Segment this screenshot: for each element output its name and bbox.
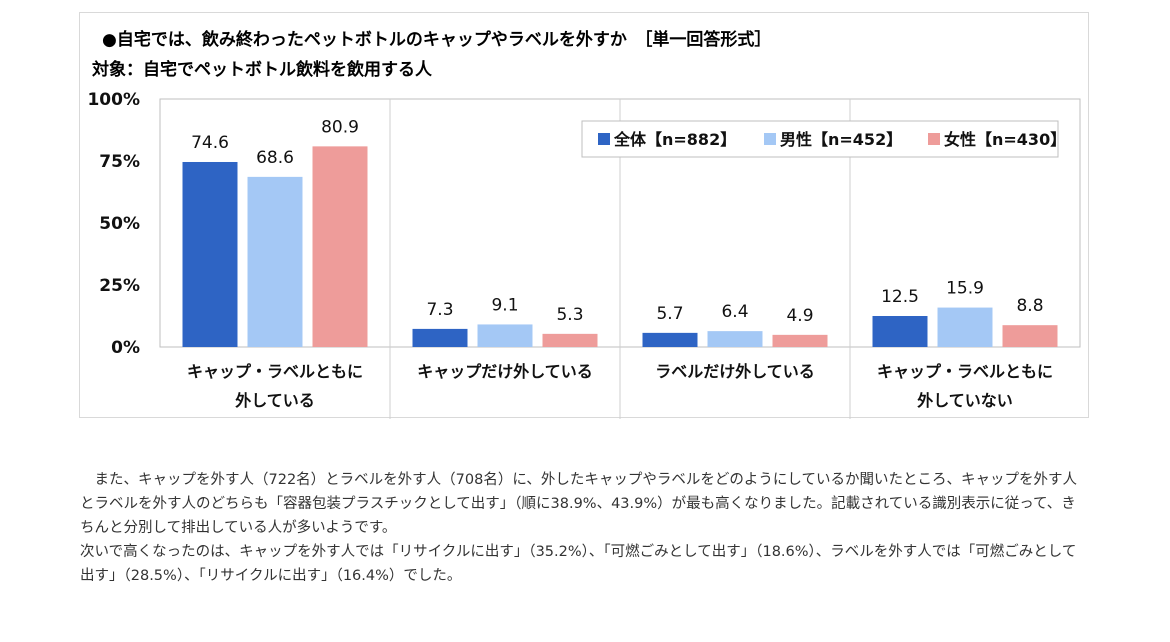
plot-area: 0%25%50%75%100%74.668.680.9キャップ・ラベルともに外し… [87,90,1081,419]
bar [477,324,533,347]
legend-swatch [928,133,940,145]
body-paragraph-1: また、キャップを外す人（722名）とラベルを外す人（708名）に、外したキャップ… [80,472,1077,536]
bar [1002,325,1058,347]
y-tick-label: 75% [99,152,140,172]
data-label: 80.9 [321,117,359,137]
data-label: 7.3 [426,300,453,320]
bar [872,316,928,347]
x-category-label: キャップ・ラベルともに [187,362,363,381]
bar [772,334,828,347]
y-tick-label: 0% [111,338,140,358]
data-label: 9.1 [491,295,518,315]
x-category-label: 外していない [916,391,1013,410]
data-label: 68.6 [256,148,294,168]
data-label: 4.9 [786,306,813,326]
bar [642,332,698,347]
legend-swatch [598,133,610,145]
bar [542,333,598,347]
article-body: また、キャップを外す人（722名）とラベルを外す人（708名）に、外したキャップ… [80,468,1080,588]
data-label: 8.8 [1016,296,1043,316]
y-tick-label: 100% [87,90,140,110]
data-label: 6.4 [721,302,748,322]
legend-label: 女性【n=430】 [944,130,1066,149]
bar [937,307,993,347]
data-label: 12.5 [881,287,919,307]
bar [247,176,303,347]
x-category-label: ラベルだけ外している [655,362,815,381]
legend-label: 全体【n=882】 [613,130,736,149]
data-label: 15.9 [946,279,984,299]
legend-box [581,120,1059,158]
body-paragraph-2: 次いで高くなったのは、キャップを外す人では「リサイクルに出す」（35.2%）、「… [80,544,1077,584]
bar [312,146,368,347]
data-label: 74.6 [191,133,229,153]
data-label: 5.7 [656,304,683,324]
y-tick-label: 50% [99,214,140,234]
chart-subtitle: 対象：自宅でペットボトル飲料を飲用する人 [91,59,433,80]
bar [182,161,238,347]
y-tick-label: 25% [99,276,140,296]
bar-chart: ●自宅では、飲み終わったペットボトルのキャップやラベルを外すか ［単一回答形式］… [87,29,1081,419]
chart-container: ●自宅では、飲み終わったペットボトルのキャップやラベルを外すか ［単一回答形式］… [79,12,1089,419]
x-category-label: 外している [234,391,315,410]
x-category-label: キャップだけ外している [417,362,593,381]
legend-label: 男性【n=452】 [780,130,902,149]
bar [412,328,468,347]
chart-title: ●自宅では、飲み終わったペットボトルのキャップやラベルを外すか ［単一回答形式］ [102,29,771,50]
data-label: 5.3 [556,305,583,325]
x-category-label: キャップ・ラベルともに [877,362,1053,381]
bar [707,331,763,347]
legend-swatch [764,133,776,145]
